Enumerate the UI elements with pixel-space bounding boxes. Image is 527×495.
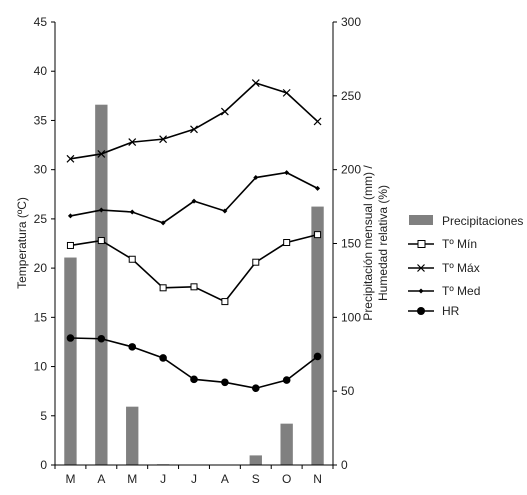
data-point-t-m-n xyxy=(159,284,167,292)
legend-label-precipitaciones: Precipitaciones xyxy=(442,214,523,228)
legend: Precipitaciones Tº Mín Tº Máx Tº Med HR xyxy=(408,214,523,318)
right-axis-title-line1: Precipitación mensual (mm) / xyxy=(361,165,375,321)
right-tick-label: 150 xyxy=(341,237,361,251)
data-point-t-m-x xyxy=(282,88,291,97)
data-point-hr xyxy=(128,343,137,351)
precipitation-bar xyxy=(311,206,324,466)
legend-label-tmin: Tº Mín xyxy=(442,237,477,251)
bars-layer xyxy=(64,104,324,466)
left-axis-title: Temperatura (ºC) xyxy=(15,197,29,289)
right-tick-label: 100 xyxy=(341,310,361,324)
right-tick-label: 200 xyxy=(341,163,361,177)
legend-label-hr: HR xyxy=(442,304,460,318)
data-point-t-med xyxy=(98,207,104,213)
legend-marker-hr xyxy=(417,307,425,315)
legend-item-precipitaciones: Precipitaciones xyxy=(409,214,523,228)
data-point-hr xyxy=(313,352,322,361)
data-point-hr xyxy=(66,334,75,342)
data-point-t-m-n xyxy=(221,298,229,306)
data-point-t-m-n xyxy=(66,241,74,249)
legend-item-tmax: Tº Máx xyxy=(408,261,480,275)
legend-label-tmax: Tº Máx xyxy=(442,261,480,275)
precipitation-bar xyxy=(95,104,108,466)
x-tick-label: A xyxy=(97,472,105,486)
data-point-t-m-n xyxy=(283,239,291,247)
data-point-t-m-n xyxy=(314,231,322,239)
legend-swatch-precipitaciones xyxy=(409,215,433,225)
ticks-layer: 0 5 10 15 20 25 30 35 40 45 0 50 100 150 200 250 300 M A M J… xyxy=(34,15,362,486)
data-point-t-m-n xyxy=(190,283,198,291)
data-point-t-m-n xyxy=(252,258,260,266)
data-point-t-med xyxy=(253,175,259,181)
legend-item-tmed: Tº Med xyxy=(408,284,480,298)
precipitation-bar xyxy=(126,406,139,465)
x-tick-label: J xyxy=(191,472,197,486)
data-point-t-med xyxy=(222,208,228,214)
left-tick-label: 15 xyxy=(34,310,48,324)
data-point-t-m-x xyxy=(66,154,75,163)
x-tick-label: M xyxy=(65,472,75,486)
legend-marker-tmed xyxy=(418,288,424,294)
legend-marker-tmax xyxy=(417,264,425,272)
data-point-t-m-x xyxy=(313,117,322,126)
data-point-hr xyxy=(282,376,291,384)
data-point-t-med xyxy=(129,209,135,215)
left-tick-label: 45 xyxy=(34,15,48,29)
data-point-t-med xyxy=(191,198,197,204)
precipitation-bar xyxy=(280,423,293,465)
x-tick-label: N xyxy=(313,472,322,486)
left-tick-label: 25 xyxy=(34,212,48,226)
data-point-hr xyxy=(97,334,106,343)
x-tick-label: A xyxy=(221,472,229,486)
data-point-t-m-x xyxy=(97,149,106,158)
data-point-hr xyxy=(221,378,229,387)
left-tick-label: 0 xyxy=(40,458,47,472)
data-point-t-m-n xyxy=(128,255,136,263)
data-point-t-med xyxy=(67,213,73,219)
precipitation-bar xyxy=(249,455,262,465)
right-tick-label: 50 xyxy=(341,384,355,398)
data-point-hr xyxy=(159,354,167,362)
right-tick-label: 300 xyxy=(341,15,361,29)
left-tick-label: 40 xyxy=(34,64,48,78)
data-point-t-m-x xyxy=(190,125,198,134)
left-tick-label: 5 xyxy=(40,409,47,423)
left-tick-label: 10 xyxy=(34,360,48,374)
right-tick-label: 0 xyxy=(341,458,348,472)
data-point-t-med xyxy=(315,185,321,191)
legend-item-tmin: Tº Mín xyxy=(408,237,477,251)
legend-item-hr: HR xyxy=(408,304,460,318)
x-tick-label: J xyxy=(160,472,166,486)
legend-label-tmed: Tº Med xyxy=(442,284,480,298)
data-point-t-m-x xyxy=(251,79,260,87)
data-point-hr xyxy=(251,384,260,393)
left-tick-label: 35 xyxy=(34,113,48,127)
x-tick-label: S xyxy=(252,472,260,486)
right-axis-title-line2: Humedad relativa (%) xyxy=(376,185,390,301)
data-point-t-m-x xyxy=(220,107,229,116)
data-point-t-m-x xyxy=(159,135,168,144)
x-tick-label: O xyxy=(282,472,291,486)
precipitation-bar xyxy=(64,257,77,465)
data-point-hr xyxy=(190,375,198,384)
markers-layer xyxy=(66,79,322,393)
data-point-t-med xyxy=(160,220,166,226)
data-point-t-m-x xyxy=(128,138,137,147)
x-tick-label: M xyxy=(127,472,137,486)
data-point-t-med xyxy=(284,170,290,176)
left-tick-label: 20 xyxy=(34,261,48,275)
right-tick-label: 250 xyxy=(341,89,361,103)
data-point-t-m-n xyxy=(97,237,105,245)
legend-marker-tmin xyxy=(417,240,426,248)
left-tick-label: 30 xyxy=(34,163,48,177)
